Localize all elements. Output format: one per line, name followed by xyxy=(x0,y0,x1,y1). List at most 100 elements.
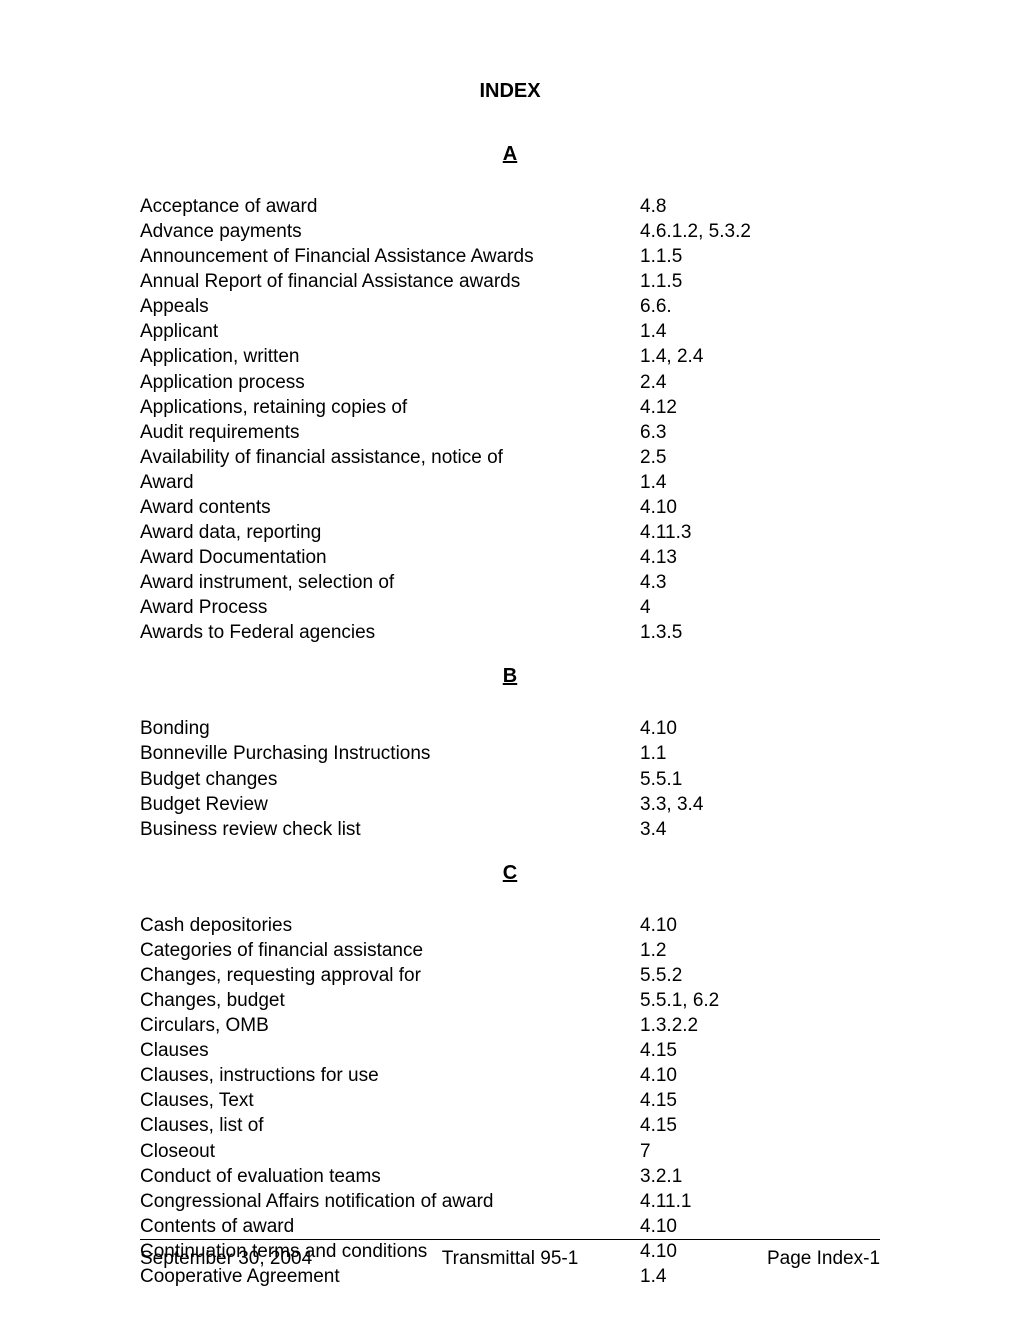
entry-term: Contents of award xyxy=(140,1214,640,1239)
entry-ref: 2.4 xyxy=(640,370,880,395)
page-title: INDEX xyxy=(140,80,880,103)
entry-ref: 6.3 xyxy=(640,420,880,445)
entry-ref: 4.12 xyxy=(640,395,880,420)
entry-term: Bonneville Purchasing Instructions xyxy=(140,741,640,766)
entry-term: Award Process xyxy=(140,595,640,620)
index-entry: Award contents4.10 xyxy=(140,495,880,520)
index-entry: Circulars, OMB1.3.2.2 xyxy=(140,1013,880,1038)
entry-ref: 1.3.5 xyxy=(640,620,880,645)
entry-ref: 2.5 xyxy=(640,445,880,470)
entry-ref: 5.5.1, 6.2 xyxy=(640,988,880,1013)
entry-term: Audit requirements xyxy=(140,420,640,445)
entry-term: Advance payments xyxy=(140,219,640,244)
entry-term: Award xyxy=(140,470,640,495)
entry-ref: 5.5.1 xyxy=(640,767,880,792)
index-entry: Clauses, list of4.15 xyxy=(140,1113,880,1138)
entry-ref: 1.1.5 xyxy=(640,269,880,294)
index-entry: Cash depositories4.10 xyxy=(140,913,880,938)
footer-rule xyxy=(140,1239,880,1240)
index-entry: Announcement of Financial Assistance Awa… xyxy=(140,244,880,269)
index-entry: Congressional Affairs notification of aw… xyxy=(140,1189,880,1214)
footer-date: September 30, 2004 xyxy=(140,1248,387,1270)
entry-ref: 4.11.1 xyxy=(640,1189,880,1214)
entry-term: Circulars, OMB xyxy=(140,1013,640,1038)
index-entry: Application process2.4 xyxy=(140,370,880,395)
entry-ref: 1.1.5 xyxy=(640,244,880,269)
entry-term: Annual Report of financial Assistance aw… xyxy=(140,269,640,294)
entry-ref: 4.15 xyxy=(640,1088,880,1113)
entry-term: Appeals xyxy=(140,294,640,319)
entry-ref: 4 xyxy=(640,595,880,620)
entry-term: Awards to Federal agencies xyxy=(140,620,640,645)
footer-page-number: Page Index-1 xyxy=(633,1248,880,1270)
index-entry: Advance payments4.6.1.2, 5.3.2 xyxy=(140,219,880,244)
entry-term: Application process xyxy=(140,370,640,395)
entry-term: Applicant xyxy=(140,319,640,344)
entries-c: Cash depositories4.10 Categories of fina… xyxy=(140,913,880,1289)
entry-term: Bonding xyxy=(140,716,640,741)
entry-ref: 4.3 xyxy=(640,570,880,595)
index-entry: Budget Review3.3, 3.4 xyxy=(140,792,880,817)
entry-ref: 3.2.1 xyxy=(640,1164,880,1189)
index-entry: Budget changes5.5.1 xyxy=(140,767,880,792)
entry-term: Award Documentation xyxy=(140,545,640,570)
index-entry: Bonding4.10 xyxy=(140,716,880,741)
entry-term: Congressional Affairs notification of aw… xyxy=(140,1189,640,1214)
entries-a: Acceptance of award4.8 Advance payments4… xyxy=(140,194,880,645)
index-entry: Appeals6.6. xyxy=(140,294,880,319)
index-entry: Applicant1.4 xyxy=(140,319,880,344)
entry-term: Award instrument, selection of xyxy=(140,570,640,595)
index-entry: Conduct of evaluation teams3.2.1 xyxy=(140,1164,880,1189)
entry-ref: 4.15 xyxy=(640,1038,880,1063)
index-entry: Clauses, Text4.15 xyxy=(140,1088,880,1113)
footer-transmittal: Transmittal 95-1 xyxy=(387,1248,634,1270)
index-entry: Award data, reporting4.11.3 xyxy=(140,520,880,545)
index-entry: Award instrument, selection of4.3 xyxy=(140,570,880,595)
entry-term: Application, written xyxy=(140,344,640,369)
entry-term: Applications, retaining copies of xyxy=(140,395,640,420)
index-entry: Acceptance of award4.8 xyxy=(140,194,880,219)
index-entry: Categories of financial assistance1.2 xyxy=(140,938,880,963)
entry-term: Closeout xyxy=(140,1139,640,1164)
entry-ref: 3.3, 3.4 xyxy=(640,792,880,817)
entry-ref: 1.4 xyxy=(640,319,880,344)
entry-ref: 4.10 xyxy=(640,913,880,938)
entry-term: Business review check list xyxy=(140,817,640,842)
index-entry: Applications, retaining copies of4.12 xyxy=(140,395,880,420)
entry-ref: 4.13 xyxy=(640,545,880,570)
section-letter-c: C xyxy=(140,862,880,885)
index-entry: Availability of financial assistance, no… xyxy=(140,445,880,470)
entry-ref: 4.10 xyxy=(640,495,880,520)
index-entry: Changes, budget5.5.1, 6.2 xyxy=(140,988,880,1013)
footer: September 30, 2004 Transmittal 95-1 Page… xyxy=(140,1248,880,1270)
entry-term: Clauses, Text xyxy=(140,1088,640,1113)
entry-term: Award data, reporting xyxy=(140,520,640,545)
index-entry: Contents of award4.10 xyxy=(140,1214,880,1239)
page: INDEX A Acceptance of award4.8 Advance p… xyxy=(0,0,1020,1320)
entry-term: Clauses, list of xyxy=(140,1113,640,1138)
entry-ref: 7 xyxy=(640,1139,880,1164)
entry-term: Availability of financial assistance, no… xyxy=(140,445,640,470)
entry-ref: 1.2 xyxy=(640,938,880,963)
index-entry: Application, written1.4, 2.4 xyxy=(140,344,880,369)
index-entry: Award Documentation4.13 xyxy=(140,545,880,570)
entry-ref: 5.5.2 xyxy=(640,963,880,988)
entry-ref: 1.1 xyxy=(640,741,880,766)
entry-ref: 4.15 xyxy=(640,1113,880,1138)
index-entry: Awards to Federal agencies1.3.5 xyxy=(140,620,880,645)
entry-term: Changes, budget xyxy=(140,988,640,1013)
entry-term: Clauses xyxy=(140,1038,640,1063)
entry-term: Cash depositories xyxy=(140,913,640,938)
entry-ref: 4.10 xyxy=(640,716,880,741)
index-entry: Bonneville Purchasing Instructions1.1 xyxy=(140,741,880,766)
entry-term: Categories of financial assistance xyxy=(140,938,640,963)
entry-term: Award contents xyxy=(140,495,640,520)
index-entry: Clauses4.15 xyxy=(140,1038,880,1063)
section-letter-b: B xyxy=(140,665,880,688)
entry-term: Conduct of evaluation teams xyxy=(140,1164,640,1189)
entry-ref: 4.10 xyxy=(640,1214,880,1239)
entry-ref: 4.6.1.2, 5.3.2 xyxy=(640,219,880,244)
entry-term: Budget changes xyxy=(140,767,640,792)
entries-b: Bonding4.10 Bonneville Purchasing Instru… xyxy=(140,716,880,841)
index-entry: Audit requirements6.3 xyxy=(140,420,880,445)
